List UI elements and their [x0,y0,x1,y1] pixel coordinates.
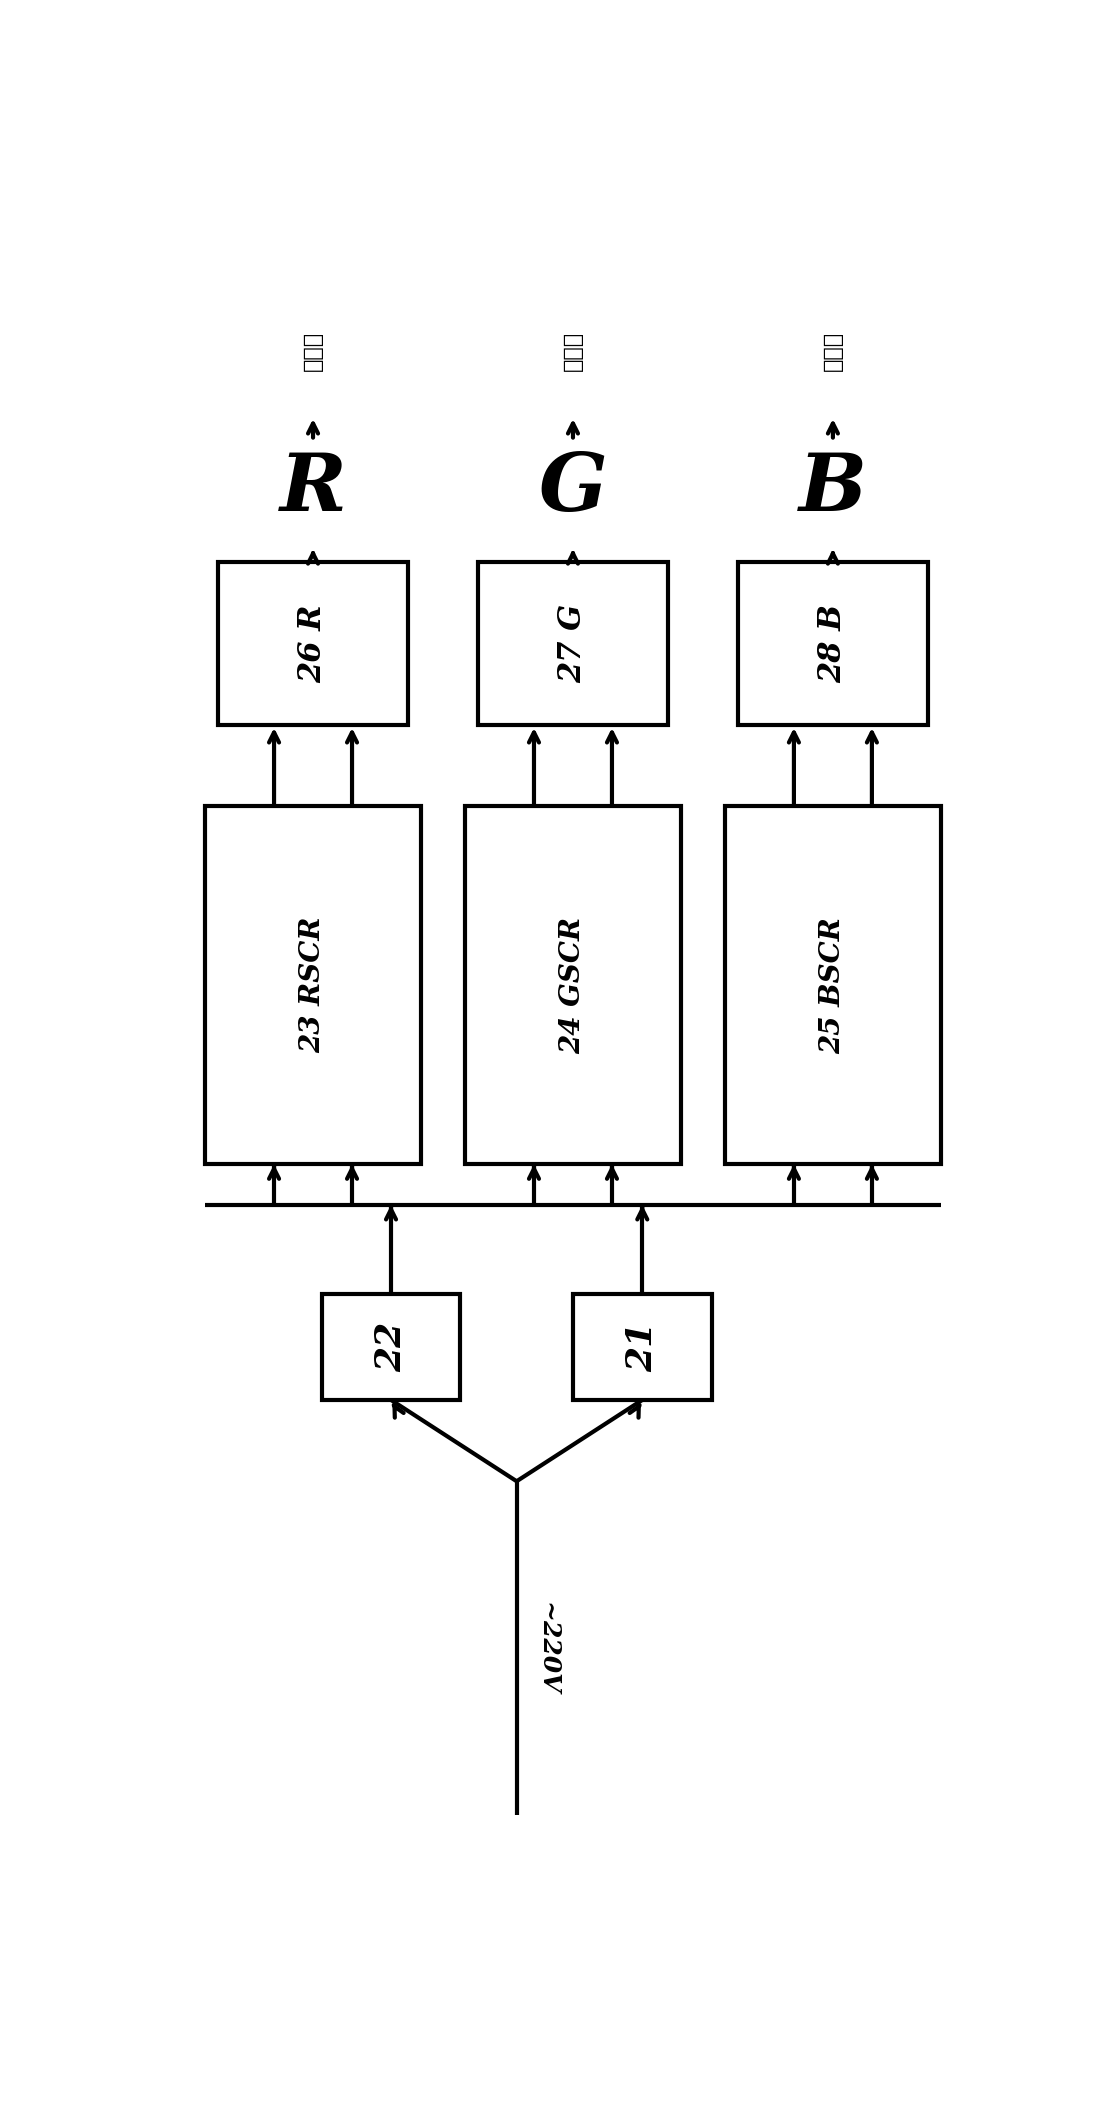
Text: 21: 21 [625,1322,660,1373]
Text: 27 G: 27 G [558,604,588,684]
Text: 22: 22 [375,1322,408,1373]
Text: 26 R: 26 R [297,604,329,682]
Text: G: G [539,450,607,528]
Bar [205,807,421,1164]
Text: ~220V: ~220V [536,1601,560,1694]
Bar [572,1295,711,1400]
Text: 发绿光: 发绿光 [563,332,582,372]
Bar [465,807,681,1164]
Bar [477,562,669,724]
Text: B: B [799,450,866,528]
Text: 23 RSCR: 23 RSCR [300,917,326,1054]
Bar [738,562,928,724]
Bar [218,562,408,724]
Text: 25 BSCR: 25 BSCR [819,917,846,1054]
Text: R: R [280,450,347,528]
Text: 发红光: 发红光 [303,332,323,372]
Text: 28 B: 28 B [817,604,849,682]
Text: 24 GSCR: 24 GSCR [559,917,587,1054]
Bar [322,1295,461,1400]
Bar [724,807,941,1164]
Text: 发蓝光: 发蓝光 [823,332,843,372]
